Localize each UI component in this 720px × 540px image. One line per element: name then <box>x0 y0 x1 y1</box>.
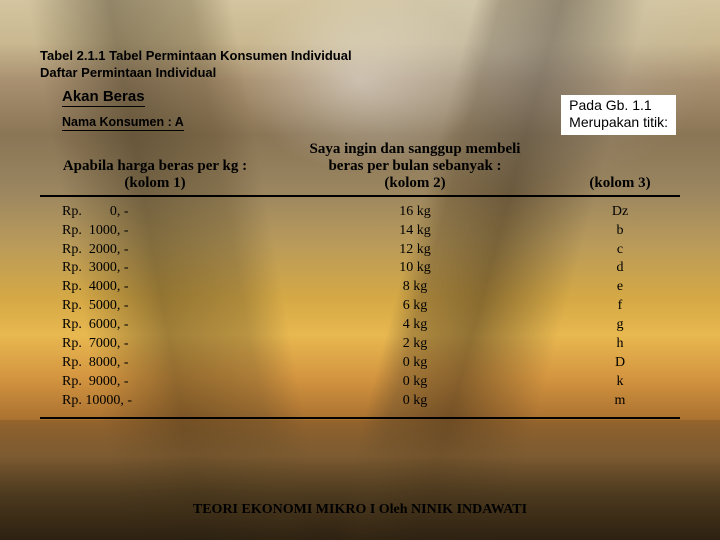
table-cell-quantity: 6 kg <box>270 297 560 316</box>
table-cell-quantity: 0 kg <box>270 392 560 411</box>
table-cell-price: Rp. 7000, - <box>40 335 270 354</box>
table-cell-price: Rp. 1000, - <box>40 222 270 241</box>
table-cell-price: Rp. 5000, - <box>40 297 270 316</box>
table-cell-point: D <box>560 354 680 373</box>
table-cell-point: k <box>560 373 680 392</box>
table-header-row: Apabila harga beras per kg : (kolom 1) S… <box>40 137 680 197</box>
table-cell-price: Rp. 3000, - <box>40 259 270 278</box>
header-col3: (kolom 3) <box>560 175 680 192</box>
note-line2: Merupakan titik: <box>569 114 668 132</box>
column-quantity: 16 kg14 kg12 kg10 kg8 kg6 kg4 kg2 kg0 kg… <box>270 203 560 411</box>
table-cell-quantity: 16 kg <box>270 203 560 222</box>
table-cell-price: Rp. 0, - <box>40 203 270 222</box>
table-cell-point: d <box>560 259 680 278</box>
product-label: Akan Beras <box>62 88 145 107</box>
table-cell-point: Dz <box>560 203 680 222</box>
footer-text: TEORI EKONOMI MIKRO I Oleh NINIK INDAWAT… <box>0 502 720 518</box>
table-title-line1: Tabel 2.1.1 Tabel Permintaan Konsumen In… <box>40 48 680 65</box>
table-cell-price: Rp. 2000, - <box>40 241 270 260</box>
header-col1-line2: (kolom 1) <box>40 175 270 192</box>
top-row: Nama Konsumen : A Pada Gb. 1.1 Merupakan… <box>40 113 680 135</box>
column-price: Rp. 0, -Rp. 1000, -Rp. 2000, -Rp. 3000, … <box>40 203 270 411</box>
table-cell-quantity: 0 kg <box>270 354 560 373</box>
table-cell-quantity: 8 kg <box>270 278 560 297</box>
background-water <box>0 420 720 540</box>
header-col2-line1: Saya ingin dan sanggup membeli <box>280 141 550 158</box>
table-cell-point: e <box>560 278 680 297</box>
header-col1-line1: Apabila harga beras per kg : <box>40 158 270 175</box>
table-cell-quantity: 10 kg <box>270 259 560 278</box>
header-col2: Saya ingin dan sanggup membeli beras per… <box>270 141 560 192</box>
table-cell-quantity: 0 kg <box>270 373 560 392</box>
table-cell-point: h <box>560 335 680 354</box>
table-cell-price: Rp. 8000, - <box>40 354 270 373</box>
header-col2-line2: beras per bulan sebanyak : <box>280 158 550 175</box>
slide-content: Tabel 2.1.1 Tabel Permintaan Konsumen In… <box>0 0 720 419</box>
table-cell-price: Rp. 9000, - <box>40 373 270 392</box>
table-title-line2: Daftar Permintaan Individual <box>40 65 680 82</box>
table-cell-quantity: 14 kg <box>270 222 560 241</box>
note-line1: Pada Gb. 1.1 <box>569 97 668 115</box>
header-col1: Apabila harga beras per kg : (kolom 1) <box>40 158 270 192</box>
table-cell-point: f <box>560 297 680 316</box>
table-cell-point: m <box>560 392 680 411</box>
table-cell-quantity: 12 kg <box>270 241 560 260</box>
table-cell-point: b <box>560 222 680 241</box>
table-cell-price: Rp. 4000, - <box>40 278 270 297</box>
table-cell-price: Rp. 10000, - <box>40 392 270 411</box>
note-box: Pada Gb. 1.1 Merupakan titik: <box>561 95 676 135</box>
table-body: Rp. 0, -Rp. 1000, -Rp. 2000, -Rp. 3000, … <box>40 197 680 419</box>
header-col2-line3: (kolom 2) <box>280 175 550 192</box>
table-cell-price: Rp. 6000, - <box>40 316 270 335</box>
consumer-label: Nama Konsumen : A <box>62 113 184 131</box>
header-col3-text: (kolom 3) <box>560 175 680 192</box>
table-cell-quantity: 4 kg <box>270 316 560 335</box>
table-cell-point: c <box>560 241 680 260</box>
table-cell-point: g <box>560 316 680 335</box>
table-cell-quantity: 2 kg <box>270 335 560 354</box>
column-point: DzbcdefghDkm <box>560 203 680 411</box>
